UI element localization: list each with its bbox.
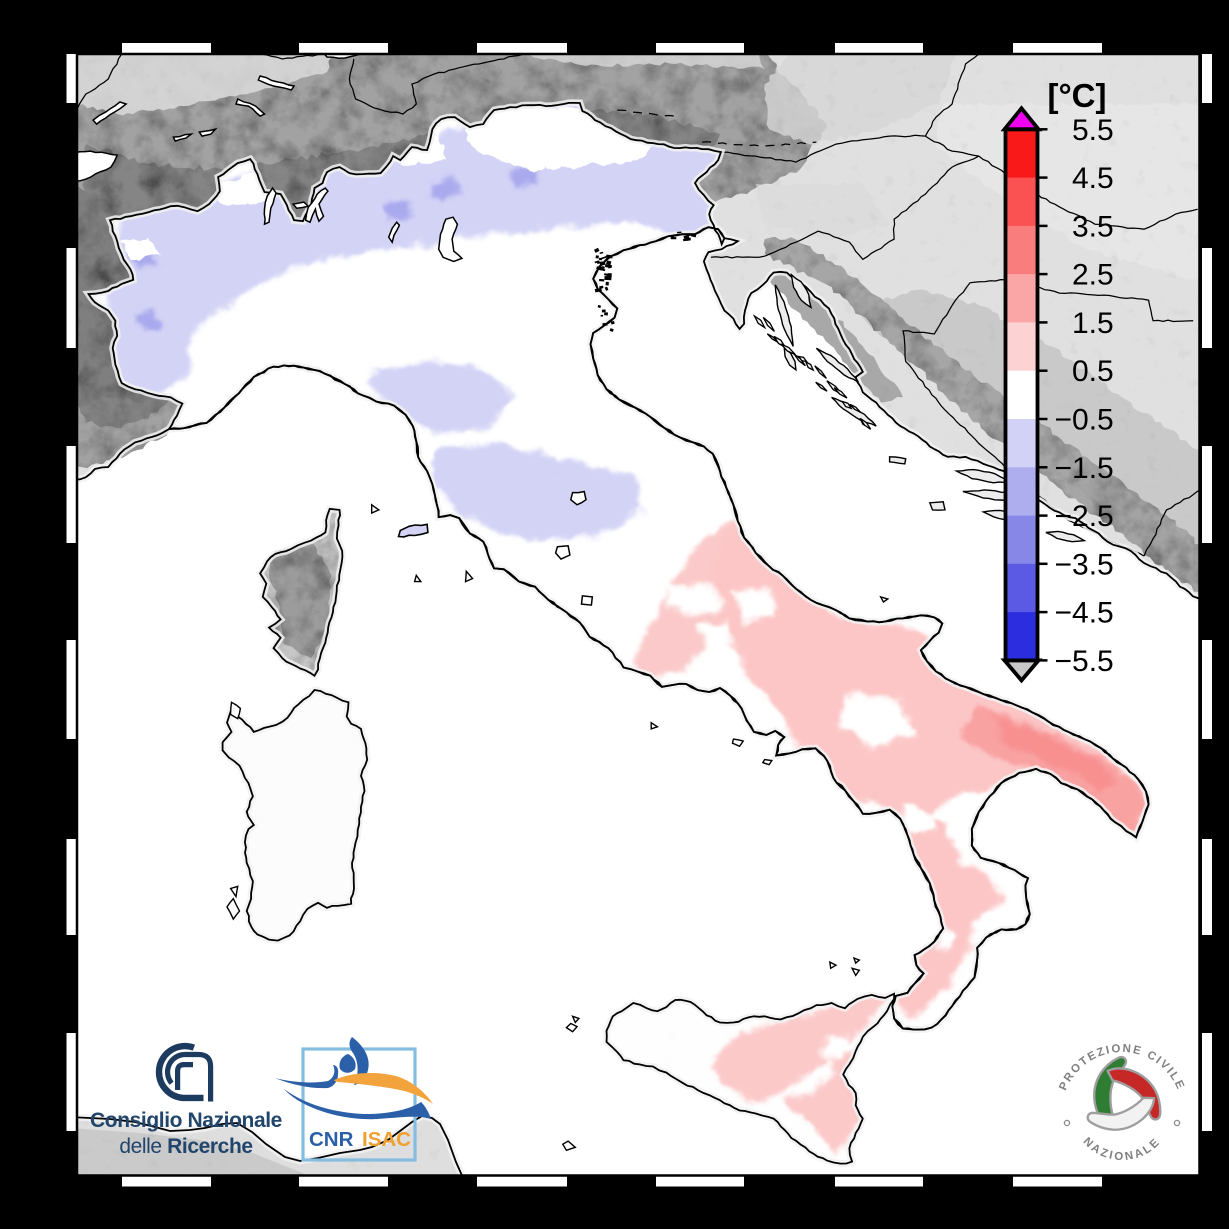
svg-text:CNR: CNR	[309, 1128, 354, 1151]
svg-text:−4.5: −4.5	[1055, 597, 1114, 630]
svg-text:delle Ricerche: delle Ricerche	[119, 1135, 252, 1158]
svg-text:−1.5: −1.5	[1055, 452, 1114, 485]
svg-text:ISAC: ISAC	[362, 1128, 411, 1151]
svg-text:−2.5: −2.5	[1055, 500, 1114, 533]
svg-text:0.5: 0.5	[1072, 355, 1114, 388]
svg-text:[°C]: [°C]	[1047, 77, 1106, 114]
svg-text:−5.5: −5.5	[1055, 645, 1114, 678]
svg-text:−0.5: −0.5	[1055, 404, 1114, 437]
svg-text:4.5: 4.5	[1072, 162, 1114, 195]
svg-text:3.5: 3.5	[1072, 210, 1114, 243]
svg-text:−3.5: −3.5	[1055, 548, 1114, 581]
svg-text:2.5: 2.5	[1072, 259, 1114, 292]
svg-text:Consiglio Nazionale: Consiglio Nazionale	[90, 1109, 282, 1132]
svg-text:5.5: 5.5	[1072, 114, 1114, 147]
svg-text:1.5: 1.5	[1072, 307, 1114, 340]
